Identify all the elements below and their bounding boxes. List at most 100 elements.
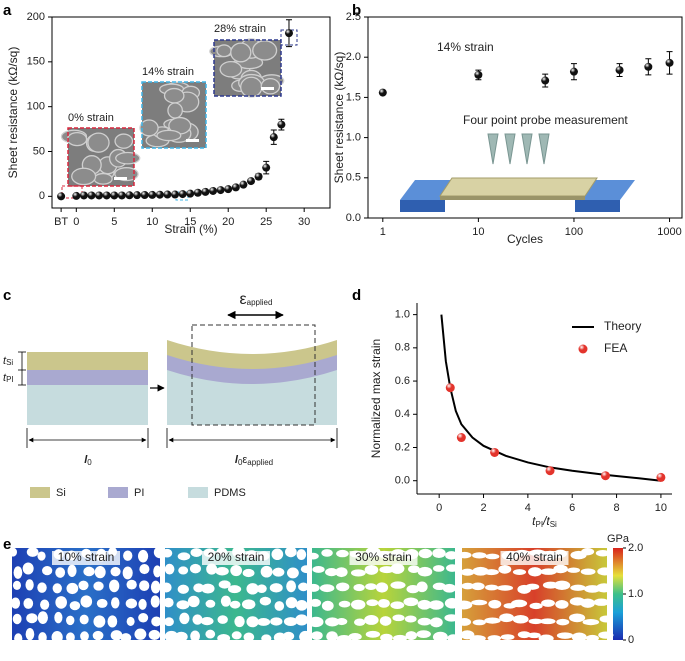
map-hole (55, 567, 66, 578)
map-hole (110, 630, 123, 641)
map-hole (10, 597, 21, 609)
strain-map: 10% strain (9, 546, 166, 645)
map-hole (164, 617, 174, 627)
map-hole (160, 582, 172, 593)
map-hole (25, 627, 35, 641)
map-hole (201, 583, 215, 594)
point (541, 76, 550, 85)
map-hole (390, 581, 406, 589)
map-hole (350, 569, 366, 577)
sem-grain (163, 87, 185, 104)
pi-layer (27, 370, 148, 385)
map-hole (442, 583, 457, 593)
map-hole (150, 580, 161, 594)
point (186, 189, 195, 198)
map-hole (417, 566, 433, 577)
map-hole (599, 615, 613, 623)
map-hole (120, 633, 132, 643)
sem-grain (115, 151, 141, 165)
map-hole (538, 634, 554, 643)
map-hole (295, 599, 308, 611)
map-hole (234, 616, 245, 628)
point (201, 187, 210, 196)
scale-bar (114, 177, 127, 180)
map-hole (541, 599, 555, 607)
map-hole (256, 584, 267, 593)
x-tick-label: 6 (569, 502, 575, 514)
map-hole (499, 613, 515, 623)
map-hole (200, 617, 214, 626)
map-hole (375, 582, 389, 593)
map-hole (364, 615, 379, 625)
map-hole (380, 633, 393, 642)
map-hole (336, 634, 352, 643)
sem-grain (114, 133, 134, 149)
map-hole (22, 562, 34, 575)
map-hole (220, 595, 231, 607)
map-hole (472, 566, 489, 576)
legend-label: PI (134, 487, 144, 499)
sub: Si (6, 358, 13, 367)
map-hole (455, 600, 473, 610)
inset-label: 28% strain (214, 23, 266, 35)
dashed-box (191, 324, 316, 426)
map-hole (122, 566, 133, 580)
point (155, 190, 164, 199)
map-hole (404, 615, 417, 623)
y-tick-label: 2.5 (346, 11, 361, 23)
map-hole (190, 630, 200, 642)
map-hole (25, 579, 34, 591)
map-hole (111, 597, 120, 609)
map-hole (139, 580, 150, 592)
map-hole (336, 582, 350, 592)
map-hole (274, 601, 285, 611)
pdms-layer (27, 385, 148, 425)
map-hole (517, 631, 531, 639)
x-tick-label: 4 (525, 502, 531, 514)
map-hole (12, 613, 22, 625)
point (102, 191, 111, 200)
map-hole (261, 634, 272, 643)
point (569, 67, 578, 76)
map-hole (51, 630, 63, 644)
y-tick-label: 0 (39, 190, 45, 202)
map-hole (246, 616, 259, 628)
map-hole (428, 600, 444, 610)
x-tick-label: 1 (380, 226, 386, 238)
map-hole (283, 617, 298, 626)
map-hole (585, 634, 599, 642)
map-hole (231, 631, 242, 640)
map-hole (348, 633, 362, 641)
l0-label: l0 (84, 454, 92, 467)
map-hole (325, 617, 340, 627)
colorbar-tick-label: 0 (628, 634, 634, 646)
map-hole (123, 550, 133, 561)
map-hole (37, 582, 47, 593)
map-hole (569, 613, 586, 623)
map-hole (417, 617, 432, 626)
map-hole (230, 565, 243, 577)
x-tick-label: 1000 (657, 226, 681, 238)
map-hole (66, 615, 75, 626)
map-hole (335, 567, 348, 578)
point (110, 191, 119, 200)
point (117, 191, 126, 200)
map-hole (487, 635, 502, 642)
map-label-bg (349, 551, 418, 565)
map-label-bg (202, 551, 270, 565)
sem-grain (230, 42, 252, 63)
map-hole (177, 552, 191, 561)
map-hole (403, 597, 419, 607)
map-hole (151, 616, 162, 627)
legend-label: FEA (604, 341, 627, 355)
map-hole (229, 600, 241, 609)
map-hole (595, 549, 610, 557)
map-hole (528, 567, 542, 577)
map-hole (595, 583, 613, 593)
y-tick-label: 200 (27, 11, 45, 23)
sem-grain (139, 119, 159, 137)
map-hole (512, 569, 527, 575)
point (178, 190, 187, 199)
map-hole (496, 585, 514, 591)
point (474, 70, 483, 79)
